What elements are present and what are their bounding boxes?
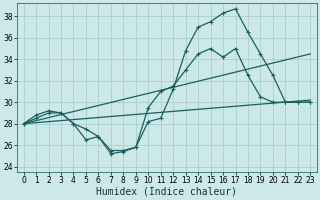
X-axis label: Humidex (Indice chaleur): Humidex (Indice chaleur): [96, 187, 237, 197]
